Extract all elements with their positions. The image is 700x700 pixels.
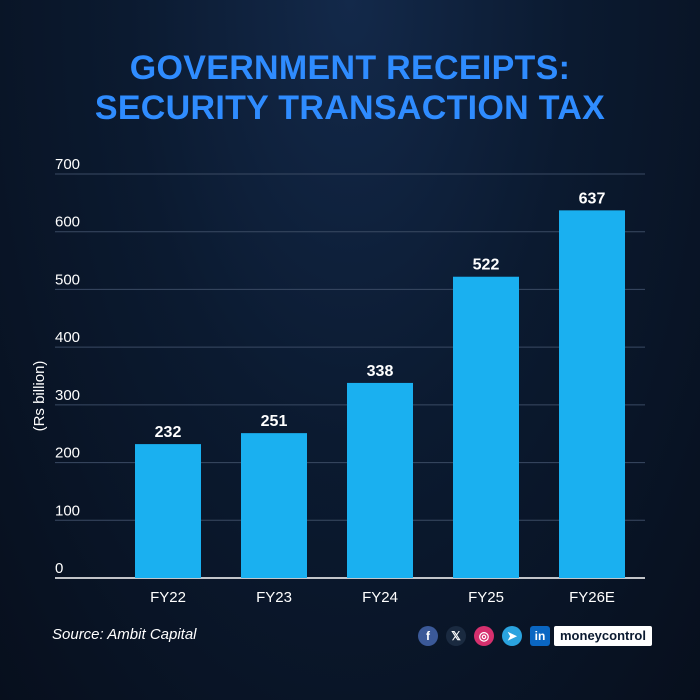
y-tick-label: 700: [55, 156, 80, 173]
y-tick-label: 600: [55, 214, 80, 231]
data-label: 522: [473, 257, 500, 274]
x-tick-label: FY25: [468, 589, 504, 606]
y-tick-label: 400: [55, 329, 80, 346]
moneycontrol-logo: moneycontrol: [554, 626, 652, 646]
bar-fy25: [453, 276, 519, 578]
x-tick-label: FY26E: [569, 589, 615, 606]
bar-fy23: [241, 433, 307, 578]
y-axis-label: (Rs billion): [31, 361, 48, 432]
linkedin-icon[interactable]: in: [530, 626, 550, 646]
chart-title-line1: GOVERNMENT RECEIPTS:: [129, 49, 571, 87]
instagram-icon[interactable]: ◎: [474, 626, 494, 646]
y-tick-label: 100: [55, 502, 80, 519]
x-tick-label: FY23: [256, 589, 292, 606]
chart-title-line2: SECURITY TRANSACTION TAX: [94, 89, 606, 127]
facebook-icon[interactable]: f: [418, 626, 438, 646]
bar-fy26e: [559, 210, 625, 579]
bar-fy24: [347, 382, 413, 578]
x-tick-label: FY22: [150, 589, 186, 606]
y-tick-label: 0: [55, 560, 63, 577]
telegram-icon[interactable]: ➤: [502, 626, 522, 646]
data-label: 232: [155, 424, 182, 441]
data-label: 251: [261, 413, 288, 430]
bar-fy22: [135, 444, 201, 578]
y-tick-label: 300: [55, 387, 80, 404]
data-label: 338: [367, 363, 394, 380]
x-icon[interactable]: 𝕏: [446, 626, 466, 646]
y-tick-label: 200: [55, 445, 80, 462]
bar-chart: 0 100 200 300 400 500 600 700 (Rs billion) 232 FY2…: [31, 156, 645, 606]
y-tick-label: 500: [55, 271, 80, 288]
x-tick-label: FY24: [362, 589, 398, 606]
source-note: Source: Ambit Capital: [52, 626, 197, 643]
data-label: 637: [579, 190, 606, 207]
